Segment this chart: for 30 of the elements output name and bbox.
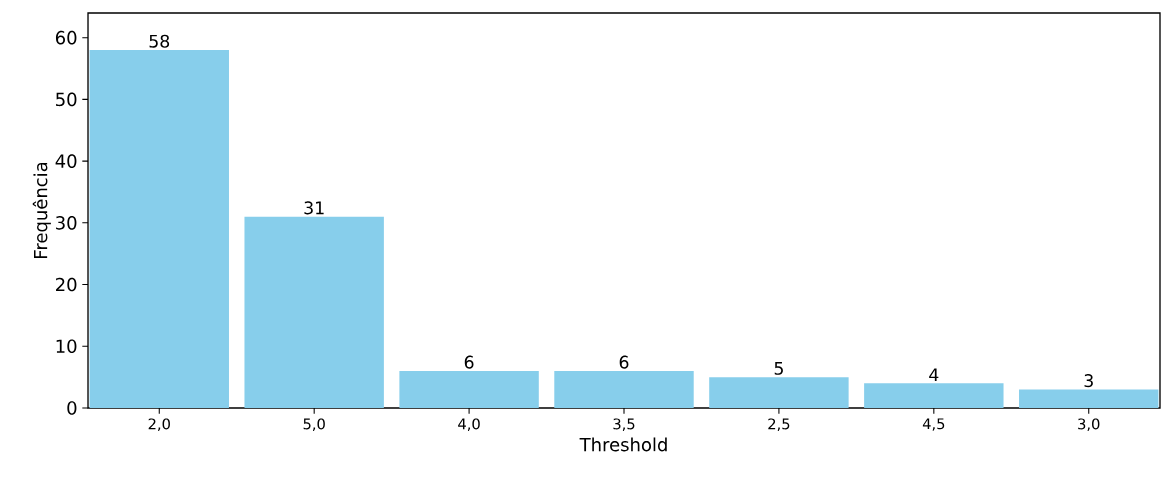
y-tick-label: 10 [56,339,77,354]
data-label: 58 [149,34,170,48]
data-label: 6 [619,355,629,369]
y-tick-label: 60 [55,30,77,45]
bar [864,383,1004,408]
y-tick-label: 30 [56,216,77,230]
y-tick-label: 0 [67,401,77,415]
bar [1019,389,1159,408]
x-tick-label: 3,0 [1078,418,1100,431]
x-tick-label: 3,5 [613,418,635,431]
data-label: 3 [1084,374,1093,388]
data-label: 6 [464,355,474,369]
y-tick-label: 20 [56,277,77,292]
bar [399,370,539,408]
x-tick-label: 4,0 [458,418,480,431]
y-axis-title: Frequência [32,162,51,258]
bar [89,50,229,408]
bar [709,377,849,408]
data-label: 5 [774,361,783,375]
x-tick-label: 4,5 [922,418,945,431]
bar [554,370,694,408]
x-tick-label: 2,0 [148,418,170,431]
data-label: 31 [304,201,324,215]
bar [244,216,384,408]
data-label: 4 [929,368,939,382]
x-tick-label: 5,0 [303,418,325,431]
x-axis-title: Threshold [579,437,667,452]
y-tick-label: 50 [56,92,77,107]
y-tick-label: 40 [55,154,77,168]
x-tick-label: 2,5 [768,418,790,431]
